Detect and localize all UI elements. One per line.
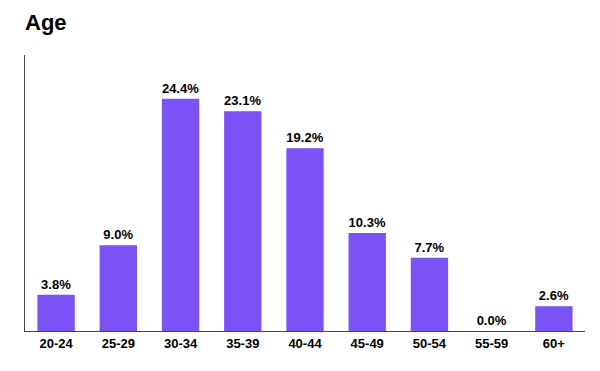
svg-text:20-24: 20-24 <box>39 336 73 351</box>
svg-text:60+: 60+ <box>543 336 565 351</box>
svg-text:30-34: 30-34 <box>164 336 198 351</box>
svg-text:2.6%: 2.6% <box>539 288 569 303</box>
svg-text:24.4%: 24.4% <box>162 81 199 96</box>
svg-text:55-59: 55-59 <box>475 336 508 351</box>
svg-text:19.2%: 19.2% <box>286 130 323 145</box>
svg-text:25-29: 25-29 <box>102 336 135 351</box>
svg-text:3.8%: 3.8% <box>41 277 71 292</box>
svg-text:0.0%: 0.0% <box>477 313 507 328</box>
svg-text:23.1%: 23.1% <box>224 93 261 108</box>
svg-text:45-49: 45-49 <box>351 336 384 351</box>
svg-text:9.0%: 9.0% <box>103 227 133 242</box>
svg-text:Age: Age <box>25 10 67 35</box>
svg-text:7.7%: 7.7% <box>414 240 444 255</box>
svg-text:40-44: 40-44 <box>288 336 322 351</box>
svg-text:35-39: 35-39 <box>226 336 259 351</box>
svg-text:10.3%: 10.3% <box>349 215 386 230</box>
svg-text:50-54: 50-54 <box>413 336 447 351</box>
